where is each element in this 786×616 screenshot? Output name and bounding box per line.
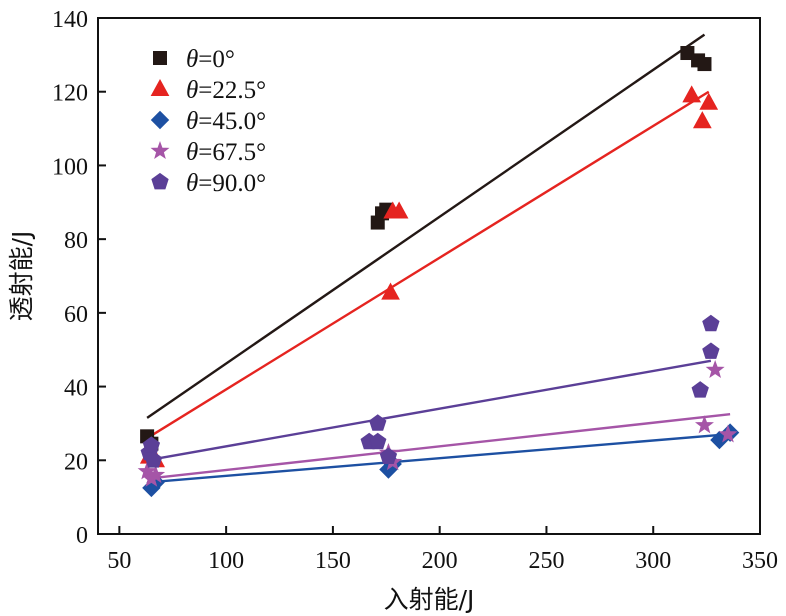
markers [137, 46, 740, 498]
y-tick-label: 60 [64, 302, 88, 328]
x-tick-label: 200 [422, 548, 458, 574]
fit-lines [146, 33, 731, 484]
x-tick-label: 250 [528, 548, 564, 574]
legend-marker-series-5 [151, 172, 169, 190]
y-tick-label: 0 [76, 523, 88, 549]
legend-label-series-3: θ=45.0° [186, 108, 266, 135]
plot-frame [97, 17, 761, 535]
data-point-series-4 [705, 360, 725, 379]
legend-marker-series-2 [150, 78, 170, 96]
x-tick-label: 100 [208, 548, 244, 574]
y-tick-label: 80 [64, 228, 88, 254]
x-axis-label: 入射能/J [384, 585, 475, 614]
data-point-series-4 [718, 424, 738, 443]
fit-line-series-2 [146, 90, 710, 440]
legend-marker-series-3 [150, 110, 170, 130]
data-point-series-1 [697, 57, 712, 72]
data-point-series-2 [389, 201, 409, 219]
data-point-series-2 [692, 111, 712, 129]
x-tick-label: 300 [635, 548, 671, 574]
y-tick-label: 140 [52, 7, 88, 33]
data-point-series-4 [137, 461, 157, 480]
x-tick-label: 350 [742, 548, 778, 574]
data-point-series-4 [694, 415, 714, 434]
y-axis-label: 透射能/J [7, 231, 36, 322]
data-point-series-5 [702, 342, 720, 359]
y-tick-label: 40 [64, 376, 88, 402]
y-tick-label: 120 [52, 81, 88, 107]
data-point-series-5 [144, 451, 163, 468]
fit-line-series-1 [146, 33, 706, 419]
data-point-series-5 [142, 436, 161, 453]
y-tick-label: 100 [52, 154, 88, 180]
x-tick-label: 50 [107, 548, 131, 574]
y-tick-label: 20 [64, 449, 88, 475]
legend: θ=0° θ=22.5° θ=45.0° θ=67.5° θ=90.0° [150, 46, 266, 197]
data-point-series-5 [369, 432, 387, 450]
x-tick-label: 150 [315, 548, 351, 574]
data-point-series-2 [381, 282, 400, 300]
data-point-series-5 [369, 414, 387, 431]
legend-label-series-5: θ=90.0° [186, 170, 266, 197]
fit-line-series-5 [146, 359, 712, 462]
data-point-series-4 [146, 465, 166, 484]
legend-marker-series-1 [153, 51, 167, 65]
data-point-series-1 [680, 46, 695, 61]
legend-marker-series-4 [150, 141, 170, 160]
legend-label-series-4: θ=67.5° [186, 139, 266, 166]
legend-label-series-2: θ=22.5° [186, 77, 266, 104]
data-point-series-5 [702, 314, 720, 332]
legend-label-series-1: θ=0° [186, 46, 235, 73]
axis-ticks: 50 100 150 200 250 300 350 0 20 40 60 80 100 120 140 [52, 7, 778, 574]
data-point-series-5 [691, 381, 709, 398]
data-point-series-5 [379, 447, 398, 464]
fit-line-series-4 [146, 413, 731, 480]
data-point-series-2 [699, 92, 719, 110]
fit-line-series-3 [147, 433, 726, 484]
data-point-series-2 [682, 85, 702, 103]
plot-area-border [97, 17, 761, 535]
